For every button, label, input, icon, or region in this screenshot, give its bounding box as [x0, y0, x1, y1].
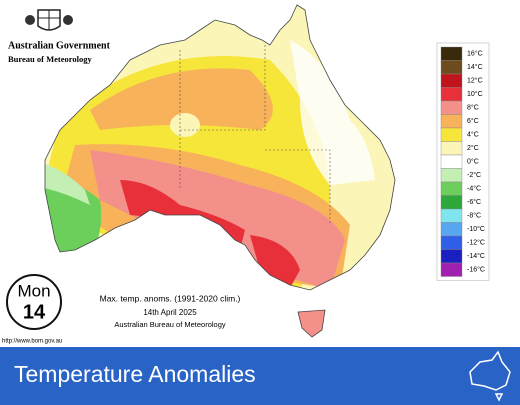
legend-label: -10°C: [467, 225, 485, 233]
legend-swatch: [440, 222, 463, 237]
legend-label: 16°C: [467, 50, 483, 58]
legend-swatch: [440, 181, 463, 196]
legend-swatch: [440, 114, 463, 129]
legend-label: 8°C: [467, 104, 479, 112]
banner: [0, 347, 520, 405]
bureau-name: Bureau of Meteorology: [8, 54, 92, 64]
legend: 16°C 14°C 12°C 10°C 8°C 6°C 4°C 2°C 0°C -2°C -4°C -…: [436, 42, 490, 281]
banner-title: Temperature Anomalies: [14, 361, 256, 387]
legend-label: -2°C: [467, 171, 481, 179]
legend-label: 14°C: [467, 63, 483, 71]
legend-label: -6°C: [467, 198, 481, 206]
legend-swatch: [440, 154, 463, 169]
legend-swatch: [440, 195, 463, 210]
coastline: [44, 4, 396, 291]
legend-label: -4°C: [467, 185, 481, 193]
badge-date: 14: [23, 301, 46, 323]
badge-day: Mon: [17, 281, 50, 300]
legend-label: 0°C: [467, 158, 479, 166]
caption-date: 14th April 2025: [143, 308, 197, 317]
legend-label: 10°C: [467, 90, 483, 98]
legend-swatch: [440, 262, 463, 277]
legend-swatch: [440, 208, 463, 223]
legend-label: -14°C: [467, 252, 485, 260]
legend-swatch: [440, 249, 463, 264]
legend-swatch: [440, 46, 463, 61]
banner-icon: [469, 350, 511, 402]
day-badge: [6, 274, 62, 330]
caption-source: Australian Bureau of Meteorology: [114, 320, 226, 329]
legend-frame: [436, 42, 490, 281]
legend-label: 6°C: [467, 117, 479, 125]
legend-swatch: [440, 60, 463, 75]
legend-swatch: [440, 235, 463, 250]
legend-label: 4°C: [467, 131, 479, 139]
legend-swatch: [440, 168, 463, 183]
state-borders: [179, 45, 331, 225]
tasmania: [297, 309, 326, 338]
legend-swatch: [440, 127, 463, 142]
legend-swatch: [440, 73, 463, 88]
legend-swatch: [440, 87, 463, 102]
legend-label: 2°C: [467, 144, 479, 152]
caption-title: Max. temp. anoms. (1991-2020 clim.): [100, 293, 241, 303]
legend-label: -8°C: [467, 212, 481, 220]
legend-swatch: [440, 100, 463, 115]
legend-label: 12°C: [467, 77, 483, 85]
gov-name: Australian Government: [8, 40, 111, 51]
url: http://www.bom.gov.au: [2, 339, 62, 345]
legend-swatch: [440, 141, 463, 156]
legend-label: -16°C: [467, 266, 485, 274]
legend-label: -12°C: [467, 239, 485, 247]
logo: [25, 9, 73, 31]
